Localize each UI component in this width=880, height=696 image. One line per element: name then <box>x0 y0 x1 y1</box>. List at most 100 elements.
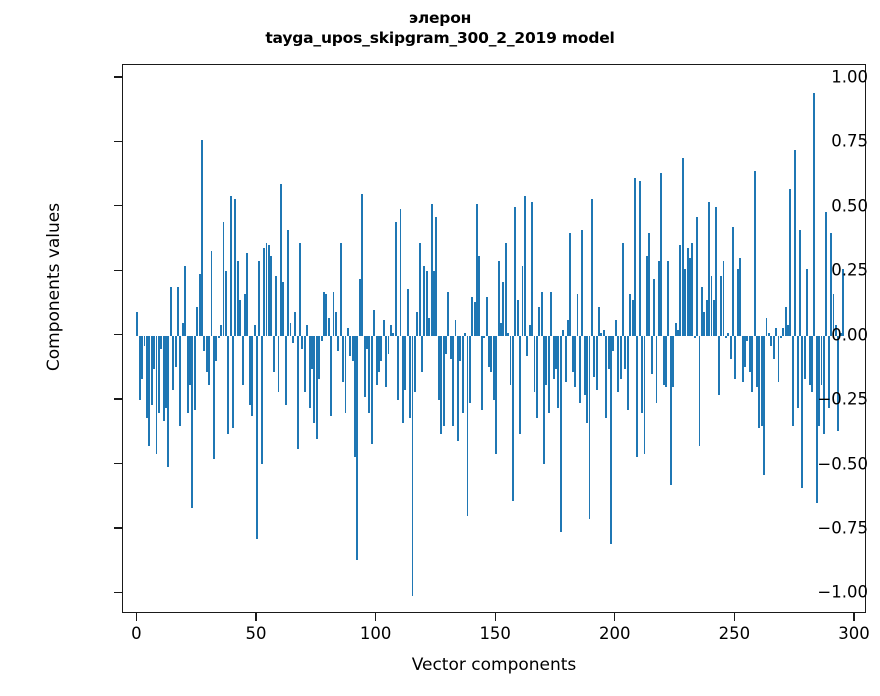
bar <box>744 335 746 367</box>
bar <box>791 335 794 426</box>
bar <box>796 335 799 408</box>
chart-title-line-1: элерон <box>408 9 472 27</box>
bar <box>153 335 156 370</box>
x-tick-label: 0 <box>131 624 142 643</box>
bar <box>547 335 550 413</box>
bar <box>433 271 435 336</box>
y-tick-mark <box>114 140 122 142</box>
bar <box>801 335 804 488</box>
bar <box>657 260 660 336</box>
bar <box>275 276 278 336</box>
bar <box>578 335 581 403</box>
bar <box>607 335 610 370</box>
bar <box>746 335 749 341</box>
bar <box>619 335 622 380</box>
bar <box>203 335 206 352</box>
bar <box>196 307 199 336</box>
bar <box>842 268 845 336</box>
bar <box>208 335 211 385</box>
bar <box>191 335 194 509</box>
bar <box>200 139 203 336</box>
bar <box>667 260 670 336</box>
bar <box>593 335 596 377</box>
x-tick-mark <box>733 613 736 621</box>
bar <box>550 291 553 336</box>
bar <box>256 335 258 540</box>
bar <box>614 320 617 336</box>
bar <box>765 317 768 336</box>
bar <box>732 227 734 336</box>
bar <box>775 327 778 336</box>
bar <box>411 335 414 596</box>
bar <box>710 276 713 336</box>
bar <box>291 335 294 344</box>
bar <box>313 335 316 424</box>
y-tick-label: 1.00 <box>831 67 868 87</box>
bar <box>452 335 455 426</box>
bar <box>770 335 773 346</box>
bar <box>157 335 160 413</box>
bar <box>392 333 395 336</box>
bar <box>684 268 687 336</box>
x-tick-label: 150 <box>479 624 511 643</box>
y-axis-label: Components values <box>44 202 64 372</box>
bar <box>363 335 366 398</box>
bar <box>643 335 646 455</box>
bar <box>674 322 677 336</box>
bar <box>638 180 641 336</box>
bar <box>686 248 689 336</box>
bar <box>724 335 727 339</box>
bar <box>361 193 364 336</box>
bar <box>571 335 574 372</box>
bar <box>700 286 703 336</box>
bar <box>567 320 569 336</box>
bar <box>447 291 450 336</box>
bar <box>368 335 371 413</box>
bar <box>232 335 234 429</box>
bar <box>401 335 404 424</box>
bar <box>440 335 443 434</box>
x-tick-label: 200 <box>599 624 631 643</box>
bar <box>289 322 292 336</box>
bar <box>492 335 495 401</box>
bar <box>543 335 545 465</box>
bar <box>574 335 577 388</box>
bar <box>600 333 603 336</box>
bar <box>212 335 215 460</box>
bar <box>586 335 589 424</box>
bar <box>220 325 223 336</box>
bar <box>830 232 833 336</box>
bar <box>569 232 572 336</box>
bar <box>279 183 282 336</box>
bar <box>789 188 792 336</box>
x-tick-label: 300 <box>838 624 870 643</box>
bar <box>456 335 459 442</box>
bar <box>641 335 644 413</box>
bar <box>650 335 653 375</box>
y-tick-mark <box>114 76 122 78</box>
bar <box>248 335 251 406</box>
bar <box>832 294 835 336</box>
bar <box>736 268 739 336</box>
bar <box>236 260 239 336</box>
bar <box>610 335 612 545</box>
bar <box>540 291 543 336</box>
bar <box>784 307 787 336</box>
bar <box>760 335 763 426</box>
y-tick-label: −0.25 <box>817 389 868 409</box>
bar <box>177 286 179 336</box>
bar <box>595 335 598 390</box>
bar <box>205 335 208 372</box>
bar <box>284 335 287 406</box>
bar <box>715 206 718 336</box>
bar-series <box>123 65 865 612</box>
bar <box>461 335 464 413</box>
bar <box>677 330 679 336</box>
bar <box>167 335 170 468</box>
bar <box>251 335 254 416</box>
bar <box>698 335 701 447</box>
bar <box>351 335 354 362</box>
bar <box>349 335 352 357</box>
bar <box>253 325 256 336</box>
